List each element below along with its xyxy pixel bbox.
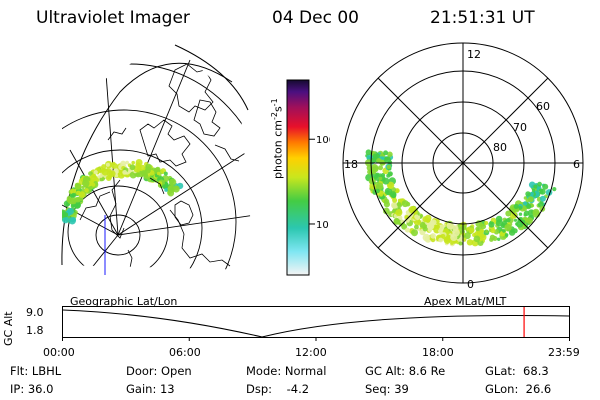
colorbar-tick-label-0: 100 bbox=[316, 135, 330, 146]
xtick-0000: 00:00 bbox=[43, 346, 75, 359]
sequence-value: Seq: 39 bbox=[365, 382, 409, 396]
glon-value: GLon: 26.6 bbox=[485, 382, 552, 396]
mlt-label-0: 0 bbox=[467, 278, 474, 291]
geographic-label: Geographic Lat/Lon bbox=[70, 295, 178, 308]
mode-value: Mode: Normal bbox=[246, 364, 327, 378]
orbit-altitude-plot bbox=[62, 306, 570, 341]
geo-aurora-oval bbox=[62, 159, 184, 225]
colorbar-label: photon cm-2s-1 bbox=[270, 98, 285, 179]
ip-value: IP: 36.0 bbox=[10, 382, 54, 396]
colorbar-tick-label-1: 10 bbox=[316, 220, 329, 231]
coastlines bbox=[79, 61, 243, 270]
polar-dial: 12 18 6 0 60 70 80 bbox=[342, 42, 584, 291]
glat-value: GLat: 68.3 bbox=[485, 364, 549, 378]
colorbar: 100 10 bbox=[286, 79, 330, 276]
mlt-label-12: 12 bbox=[467, 48, 481, 61]
lat-label-70: 70 bbox=[513, 121, 527, 134]
xtick-2359: 23:59 bbox=[548, 346, 580, 359]
gain-value: Gain: 13 bbox=[126, 382, 175, 396]
filter-value: Flt: LBHL bbox=[10, 364, 62, 378]
ytick-1-8: 1.8 bbox=[26, 324, 44, 337]
mlt-label-6: 6 bbox=[573, 158, 580, 171]
xtick-1800: 18:00 bbox=[422, 346, 454, 359]
instrument-title: Ultraviolet Imager bbox=[36, 8, 190, 28]
door-value: Door: Open bbox=[126, 364, 192, 378]
date-label: 04 Dec 00 bbox=[272, 8, 359, 28]
lat-label-80: 80 bbox=[493, 141, 507, 154]
ytick-9: 9.0 bbox=[26, 306, 44, 319]
gc-altitude-value: GC Alt: 8.6 Re bbox=[365, 364, 446, 378]
lat-label-60: 60 bbox=[536, 100, 550, 113]
time-label: 21:51:31 UT bbox=[430, 8, 535, 28]
polar-aurora-oval bbox=[365, 149, 557, 247]
xtick-0600: 06:00 bbox=[169, 346, 201, 359]
mlt-label-18: 18 bbox=[344, 158, 358, 171]
geographic-map bbox=[61, 44, 255, 275]
apex-label: Apex MLat/MLT bbox=[424, 295, 507, 308]
xtick-1200: 12:00 bbox=[295, 346, 327, 359]
dsp-value: Dsp: -4.2 bbox=[246, 382, 310, 396]
orbit-ylabel: GC Alt bbox=[2, 311, 15, 346]
